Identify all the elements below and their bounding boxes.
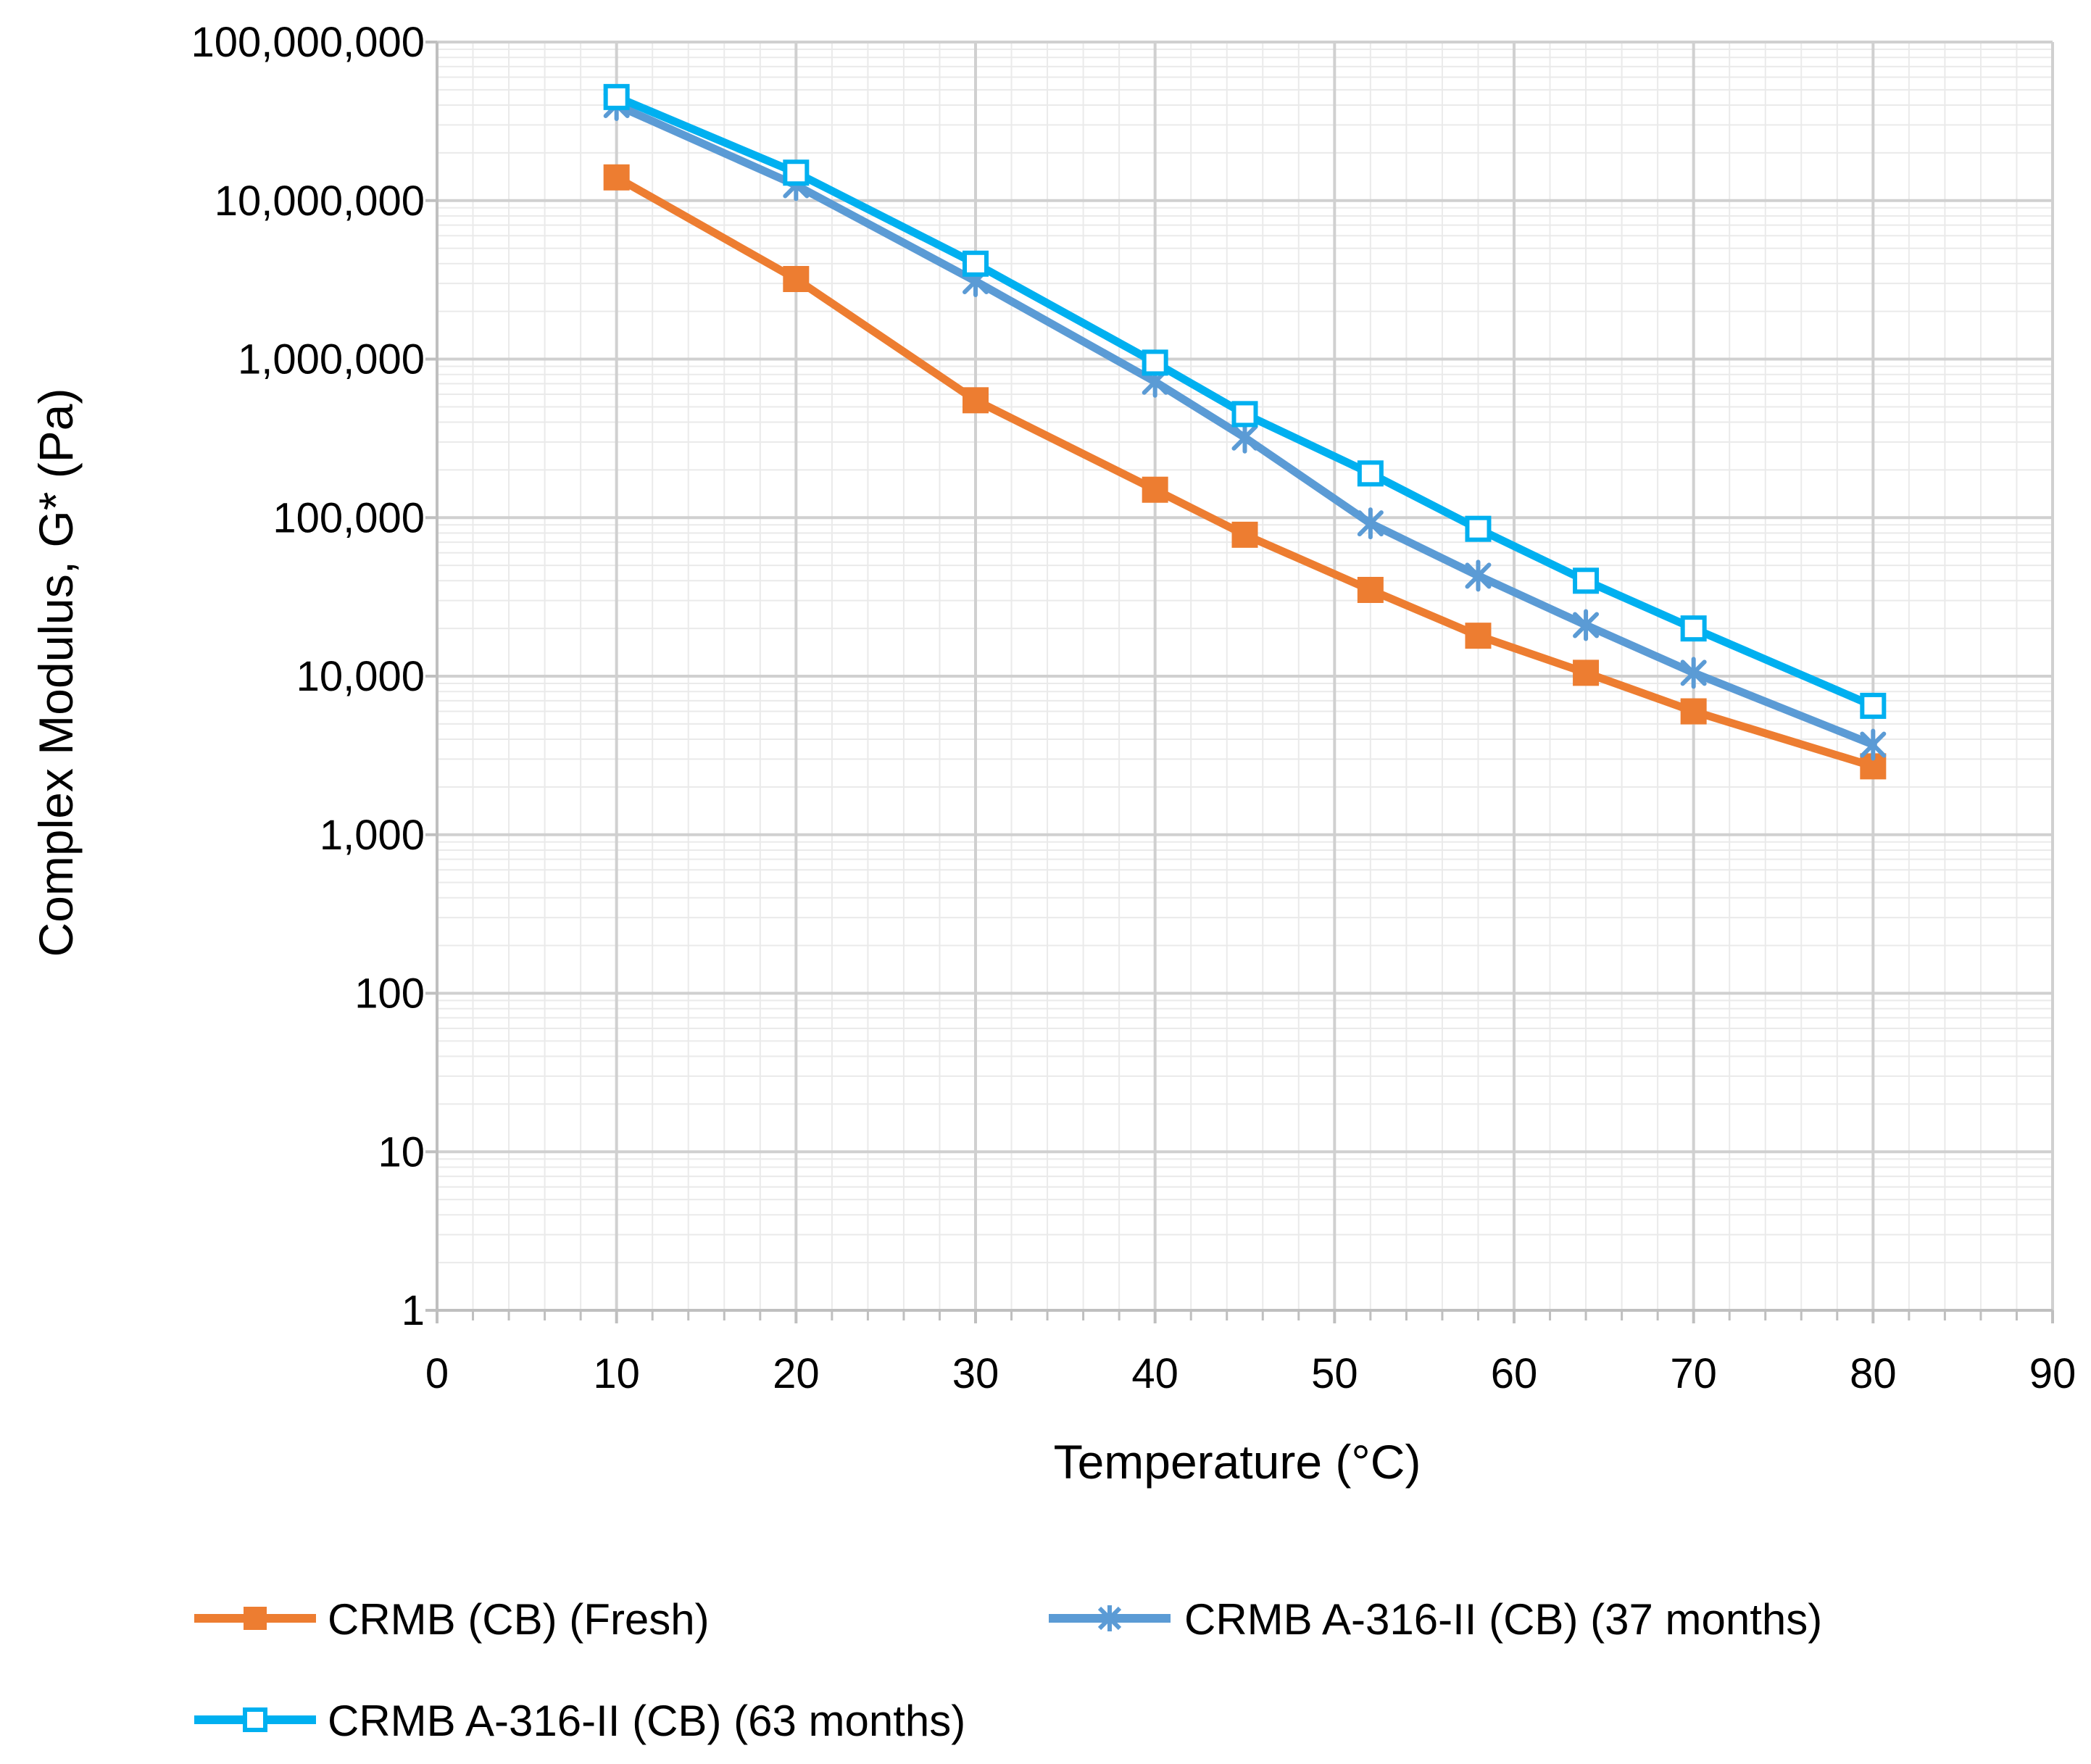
x-tick-label: 40 bbox=[1131, 1350, 1178, 1397]
x-tick-label: 10 bbox=[593, 1350, 640, 1397]
data-point bbox=[1860, 692, 1887, 719]
y-tick-label: 10 bbox=[378, 1128, 425, 1176]
x-tick-label: 90 bbox=[2029, 1350, 2077, 1397]
data-point bbox=[1142, 476, 1168, 503]
series-3 bbox=[603, 83, 1887, 719]
series-1 bbox=[603, 164, 1887, 780]
y-tick-label: 100,000 bbox=[273, 494, 425, 541]
y-tick-label: 1,000 bbox=[320, 812, 425, 859]
data-point bbox=[1573, 567, 1600, 594]
legend-marker-filled-square bbox=[244, 1607, 267, 1630]
legend-item-fresh: CRMB (CB) (Fresh) bbox=[194, 1595, 710, 1644]
legend: CRMB (CB) (Fresh) CRMB A-316-II (CB) (37… bbox=[194, 1595, 1822, 1745]
axes bbox=[425, 41, 2054, 1323]
legend-label-63-months: CRMB A-316-II (CB) (63 months) bbox=[328, 1697, 965, 1745]
legend-item-63-months: CRMB A-316-II (CB) (63 months) bbox=[194, 1697, 965, 1745]
data-point bbox=[1680, 657, 1707, 689]
y-tick-label: 1 bbox=[402, 1287, 425, 1334]
data-point bbox=[1465, 623, 1492, 649]
legend-marker-asterisk bbox=[1097, 1605, 1122, 1631]
series-layer bbox=[603, 83, 1887, 780]
y-tick-label: 10,000,000 bbox=[215, 178, 425, 225]
data-point bbox=[1231, 421, 1258, 454]
data-point bbox=[1357, 507, 1384, 540]
data-point bbox=[1860, 728, 1887, 761]
data-point bbox=[1465, 559, 1492, 592]
data-point bbox=[963, 250, 989, 277]
y-axis-title: Complex Modulus, G* (Pa) bbox=[29, 388, 83, 957]
data-point bbox=[783, 265, 810, 292]
data-point bbox=[1573, 660, 1600, 686]
x-tick-label: 70 bbox=[1670, 1350, 1717, 1397]
data-point bbox=[603, 83, 630, 110]
series-line bbox=[612, 93, 1877, 710]
y-tick-label: 100,000,000 bbox=[191, 19, 425, 66]
y-tick-label: 10,000 bbox=[296, 653, 425, 700]
data-point bbox=[963, 387, 989, 414]
x-tick-label: 50 bbox=[1311, 1350, 1358, 1397]
x-tick-label: 80 bbox=[1850, 1350, 1897, 1397]
data-point bbox=[1142, 349, 1168, 376]
data-point bbox=[1231, 401, 1258, 428]
data-point bbox=[1357, 576, 1384, 603]
data-point bbox=[1357, 460, 1384, 487]
data-point bbox=[1573, 609, 1600, 641]
data-point bbox=[1680, 615, 1707, 642]
legend-item-37-months: CRMB A-316-II (CB) (37 months) bbox=[1049, 1595, 1822, 1644]
series-line bbox=[612, 173, 1877, 770]
series-line bbox=[612, 101, 1877, 749]
x-tick-label: 20 bbox=[773, 1350, 820, 1397]
x-tick-label: 0 bbox=[425, 1350, 449, 1397]
data-point bbox=[1231, 521, 1258, 548]
legend-label-fresh: CRMB (CB) (Fresh) bbox=[328, 1595, 710, 1644]
x-tick-labels: 0 10 20 30 40 50 60 70 80 90 bbox=[425, 1350, 2076, 1397]
data-point bbox=[603, 164, 630, 191]
data-point bbox=[783, 159, 810, 186]
legend-label-37-months: CRMB A-316-II (CB) (37 months) bbox=[1184, 1595, 1822, 1644]
x-axis-title: Temperature (°C) bbox=[1054, 1435, 1421, 1489]
y-tick-label: 1,000,000 bbox=[238, 336, 425, 383]
x-tick-label: 60 bbox=[1491, 1350, 1538, 1397]
x-tick-label: 30 bbox=[952, 1350, 999, 1397]
series-2 bbox=[603, 89, 1887, 761]
data-point bbox=[1465, 515, 1492, 542]
y-tick-labels: 1 10 100 1,000 10,000 100,000 1,000,000 10,000,… bbox=[191, 19, 425, 1334]
y-tick-label: 100 bbox=[354, 970, 425, 1018]
legend-marker-open-square bbox=[243, 1707, 267, 1732]
data-point bbox=[1680, 698, 1707, 725]
